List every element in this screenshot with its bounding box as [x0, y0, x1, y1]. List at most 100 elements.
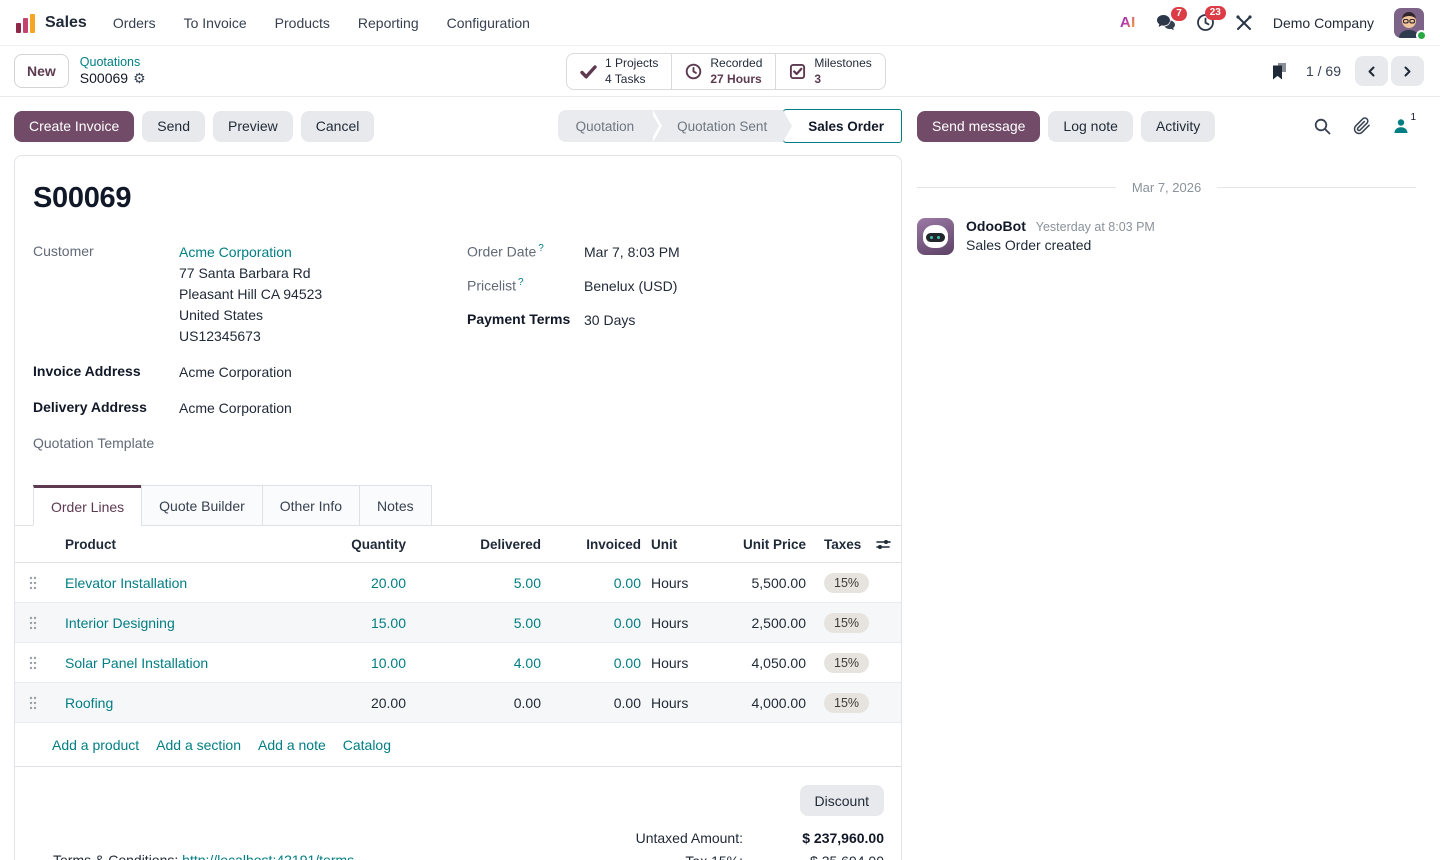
menu-to-invoice[interactable]: To Invoice — [183, 14, 247, 31]
taxes-cell[interactable]: 15% — [806, 572, 870, 593]
send-button[interactable]: Send — [142, 110, 205, 142]
column-taxes[interactable]: Taxes — [824, 536, 862, 552]
menu-orders[interactable]: Orders — [112, 14, 156, 31]
column-delivered[interactable]: Delivered — [480, 536, 541, 552]
unit-cell[interactable]: Hours — [651, 614, 689, 631]
pager-previous-button[interactable] — [1355, 56, 1388, 86]
unit-cell[interactable]: Hours — [651, 694, 689, 711]
product-link[interactable]: Solar Panel Installation — [65, 654, 209, 671]
tab-order-lines[interactable]: Order Lines — [33, 485, 143, 526]
menu-configuration[interactable]: Configuration — [446, 14, 530, 31]
send-message-button[interactable]: Send message — [917, 110, 1041, 142]
menu-reporting[interactable]: Reporting — [357, 14, 419, 31]
message-author[interactable]: OdooBot — [966, 218, 1026, 234]
status-step-quotation-sent[interactable]: Quotation Sent — [650, 110, 796, 142]
message-body: Sales Order created — [966, 237, 1092, 253]
taxes-cell[interactable]: 15% — [806, 692, 870, 713]
delivered-cell[interactable]: 5.00 — [513, 574, 541, 591]
optional-columns-icon[interactable] — [868, 538, 901, 551]
stat-button-recorded[interactable]: Recorded 27 Hours — [671, 54, 775, 89]
customer-link[interactable]: Acme Corporation — [179, 244, 292, 260]
pricelist-value[interactable]: Benelux (USD) — [584, 278, 678, 294]
unit-price-cell[interactable]: 4,050.00 — [751, 654, 807, 671]
tools-icon[interactable] — [1235, 14, 1253, 32]
invoiced-cell[interactable]: 0.00 — [613, 614, 641, 631]
catalog-link[interactable]: Catalog — [342, 736, 392, 753]
drag-handle-icon[interactable] — [15, 696, 51, 710]
stat-button-projects[interactable]: 1 Projects 4 Tasks — [567, 54, 671, 89]
payment-terms-value[interactable]: 30 Days — [584, 312, 636, 328]
activity-button[interactable]: Activity — [1140, 110, 1216, 142]
tab-notes[interactable]: Notes — [359, 485, 432, 526]
menu-products[interactable]: Products — [274, 14, 330, 31]
app-name[interactable]: Sales — [45, 13, 87, 31]
order-line-row[interactable]: Roofing 20.00 0.00 0.00 Hours 4,000.00 1… — [15, 683, 901, 723]
breadcrumb-quotations[interactable]: Quotations — [79, 55, 141, 70]
messages-icon[interactable]: 7 — [1156, 6, 1187, 32]
pager-next-button[interactable] — [1391, 56, 1424, 86]
add-product-link[interactable]: Add a product — [52, 736, 140, 753]
order-date-value[interactable]: Mar 7, 8:03 PM — [584, 244, 680, 260]
sales-app-icon[interactable] — [16, 13, 35, 33]
invoiced-cell[interactable]: 0.00 — [613, 694, 641, 711]
taxes-cell[interactable]: 15% — [806, 652, 870, 673]
add-note-link[interactable]: Add a note — [258, 736, 326, 753]
order-line-row[interactable]: Interior Designing 15.00 5.00 0.00 Hours… — [15, 603, 901, 643]
status-step-sales-order[interactable]: Sales Order — [783, 109, 902, 143]
tab-other-info[interactable]: Other Info — [261, 485, 361, 526]
gear-icon[interactable]: ⚙ — [133, 70, 146, 87]
taxes-cell[interactable]: 15% — [806, 612, 870, 633]
new-button[interactable]: New — [14, 54, 69, 88]
search-messages-icon[interactable] — [1314, 118, 1331, 135]
quantity-cell[interactable]: 10.00 — [370, 654, 406, 671]
unit-price-cell[interactable]: 5,500.00 — [751, 574, 807, 591]
discount-button[interactable]: Discount — [799, 785, 884, 816]
add-section-link[interactable]: Add a section — [156, 736, 242, 753]
product-link[interactable]: Interior Designing — [65, 614, 175, 631]
followers-icon[interactable]: 1 — [1393, 112, 1416, 134]
delivered-cell[interactable]: 0.00 — [513, 694, 541, 711]
product-link[interactable]: Elevator Installation — [65, 574, 188, 591]
product-link[interactable]: Roofing — [65, 694, 114, 711]
order-line-row[interactable]: Solar Panel Installation 10.00 4.00 0.00… — [15, 643, 901, 683]
tax-badge: 15% — [824, 692, 870, 713]
unit-cell[interactable]: Hours — [651, 574, 689, 591]
column-invoiced[interactable]: Invoiced — [586, 536, 641, 552]
attachment-icon[interactable] — [1353, 117, 1371, 135]
tax-badge: 15% — [824, 652, 870, 673]
drag-handle-icon[interactable] — [15, 576, 51, 590]
column-quantity[interactable]: Quantity — [351, 536, 406, 552]
terms-link[interactable]: http://localhost:42191/terms — [182, 852, 355, 860]
unit-price-cell[interactable]: 2,500.00 — [751, 614, 807, 631]
drag-handle-icon[interactable] — [15, 656, 51, 670]
drag-handle-icon[interactable] — [15, 616, 51, 630]
quantity-cell[interactable]: 20.00 — [370, 694, 406, 711]
delivery-address-value[interactable]: Acme Corporation — [179, 400, 292, 416]
column-unit[interactable]: Unit — [651, 536, 678, 552]
activities-clock-icon[interactable]: 23 — [1196, 6, 1226, 32]
ai-icon[interactable]: AI — [1119, 14, 1136, 31]
chatter-message[interactable]: OdooBot Yesterday at 8:03 PM Sales Order… — [902, 218, 1440, 255]
user-avatar[interactable] — [1394, 7, 1427, 41]
company-switcher[interactable]: Demo Company — [1272, 14, 1374, 31]
cancel-button[interactable]: Cancel — [300, 110, 375, 142]
bookmark-icon[interactable] — [1270, 62, 1288, 81]
column-product[interactable]: Product — [65, 536, 117, 552]
quantity-cell[interactable]: 20.00 — [370, 574, 406, 591]
unit-price-cell[interactable]: 4,000.00 — [751, 694, 807, 711]
delivered-cell[interactable]: 5.00 — [513, 614, 541, 631]
invoiced-cell[interactable]: 0.00 — [613, 574, 641, 591]
order-line-row[interactable]: Elevator Installation 20.00 5.00 0.00 Ho… — [15, 563, 901, 603]
stat-button-milestones[interactable]: Milestones 3 — [775, 54, 884, 89]
quantity-cell[interactable]: 15.00 — [370, 614, 406, 631]
tab-quote-builder[interactable]: Quote Builder — [141, 485, 263, 526]
delivered-cell[interactable]: 4.00 — [513, 654, 541, 671]
column-unit-price[interactable]: Unit Price — [742, 536, 806, 552]
invoiced-cell[interactable]: 0.00 — [613, 654, 641, 671]
status-step-quotation[interactable]: Quotation — [557, 110, 662, 142]
preview-button[interactable]: Preview — [212, 110, 293, 142]
invoice-address-value[interactable]: Acme Corporation — [179, 364, 292, 380]
create-invoice-button[interactable]: Create Invoice — [14, 110, 135, 142]
unit-cell[interactable]: Hours — [651, 654, 689, 671]
log-note-button[interactable]: Log note — [1048, 110, 1133, 142]
